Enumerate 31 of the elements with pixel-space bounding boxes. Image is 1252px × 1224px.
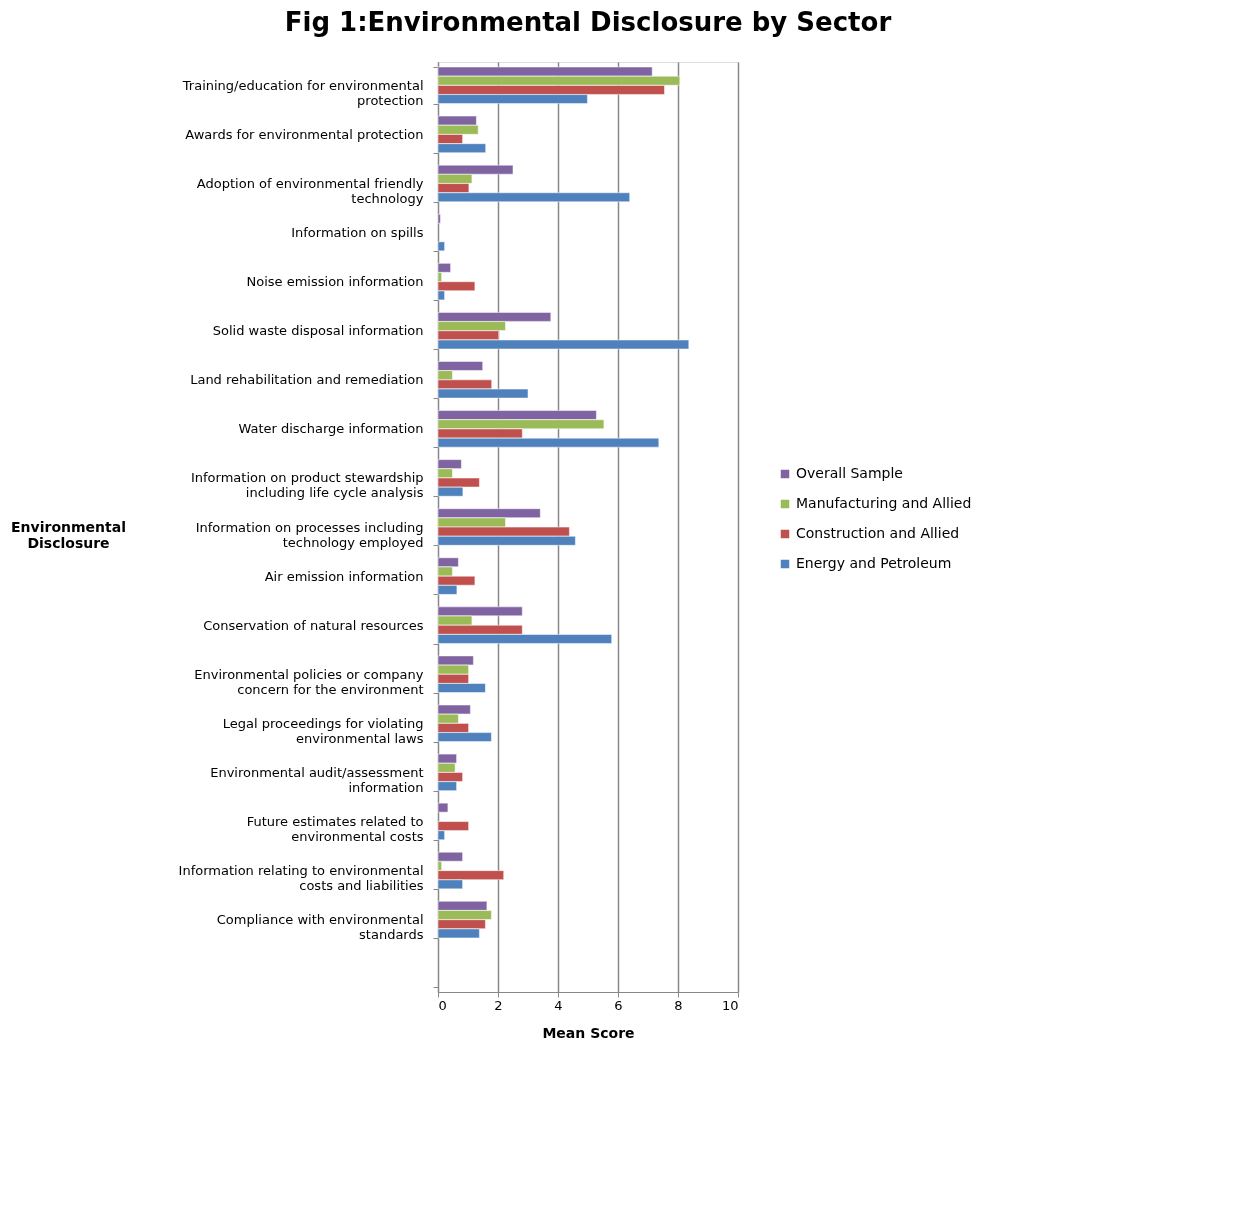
y-tick-label: Environmental policies or company concern for the environment (194, 666, 424, 697)
y-tick-label: Legal proceedings for violating environmental laws (222, 715, 424, 746)
y-tick-label: Information on product stewardship including life cycle analysis (190, 470, 424, 501)
x-axis-title: Mean Score (542, 1024, 635, 1041)
x-tick-label: 10 (721, 997, 739, 1013)
y-tick-label: Land rehabilitation and remediation (190, 372, 424, 388)
chart-title: Fig 1:Environmental Disclosure by Sector (284, 7, 892, 37)
y-tick-label: Adoption of environmental friendly technology (196, 175, 424, 206)
y-tick-label: Water discharge information (238, 421, 424, 437)
x-tick-label: 0 (438, 997, 447, 1013)
legend-label: Energy and Petroleum (796, 555, 952, 571)
y-tick-label: Future estimates related to environmental costs (246, 813, 424, 844)
legend-label: Manufacturing and Allied (796, 495, 972, 511)
y-tick-label: Awards for environmental protection (185, 126, 424, 142)
y-tick-label: Compliance with environmental standards (216, 912, 424, 943)
x-tick-label: 4 (554, 997, 563, 1013)
y-tick-label: Information relating to environmental costs and liabilities (178, 863, 424, 894)
x-tick-label: 2 (494, 997, 503, 1013)
legend-label: Overall Sample (796, 465, 903, 481)
y-tick-label: Training/education for environmental protection (181, 77, 424, 108)
y-tick-label: Information on spills (291, 225, 424, 241)
legend-label: Construction and Allied (796, 525, 960, 541)
y-tick-label: Environmental audit/assessment information (210, 764, 424, 795)
x-tick-label: 8 (674, 997, 683, 1013)
y-tick-label: Conservation of natural resources (203, 617, 424, 633)
y-tick-label: Information on processes including technology employed (195, 519, 424, 550)
y-tick-label: Solid waste disposal information (212, 323, 424, 339)
x-tick-label: 6 (614, 997, 623, 1013)
y-tick-label: Noise emission information (246, 274, 424, 290)
y-tick-label: Air emission information (264, 568, 424, 584)
y-axis-title: Environmental Disclosure (11, 518, 126, 551)
